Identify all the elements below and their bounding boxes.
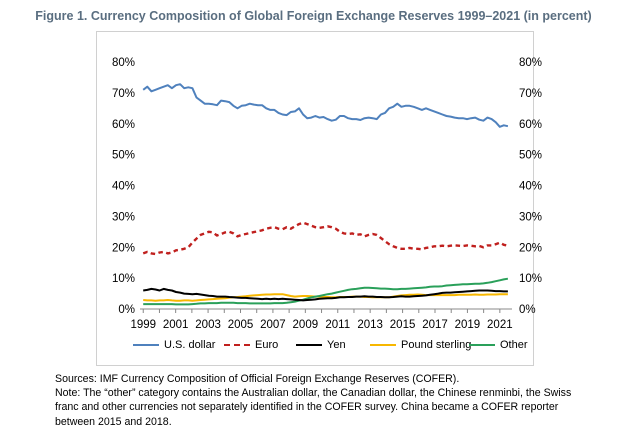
footnote-note-line-2: franc and other currencies not separatel… [55,401,559,414]
x-tick-label: 2007 [260,319,286,331]
chart-axes: 0% 10% 20% 30% 40% 50% 60% 70% 80% 0% 10% 20% 30% 40%… [112,57,542,331]
footnote-note-line-1: Note: The “other” category contains the … [55,387,572,400]
x-tick-label: 2019 [455,319,481,331]
legend-label: U.S. dollar [164,339,216,351]
legend-item-u-s-dollar: U.S. dollar [133,338,215,352]
chart-frame [96,31,534,366]
figure-title: Figure 1. Currency Composition of Global… [35,9,592,23]
legend-item-yen: Yen [296,338,346,352]
x-tick-label: 1999 [130,319,156,331]
legend-swatch [224,344,250,346]
series-line-pound-sterling [143,293,508,302]
y-tick-label-left: 60% [112,119,135,131]
y-tick-label-right: 60% [519,119,542,131]
series-line-euro [142,221,509,256]
y-tick-label-left: 30% [112,211,135,223]
x-tick-label: 2011 [325,319,350,331]
y-tick-label-left: 70% [112,88,135,100]
legend-item-other: Other [469,338,528,352]
x-tick-label: 2021 [487,319,513,331]
series-line-other [143,277,509,306]
y-tick-label-left: 10% [112,273,135,285]
footnote-note-line-3: between 2015 and 2018. [55,415,172,428]
x-tick-label: 2001 [163,319,189,331]
legend-item-euro: Euro [224,338,278,352]
y-tick-label-right: 0% [519,304,536,316]
x-tick-label: 2013 [357,319,383,331]
legend-label: Pound sterling [401,339,472,351]
y-tick-label-right: 10% [519,273,542,285]
legend-swatch [469,344,495,346]
legend-label: Euro [255,339,279,351]
y-tick-label-left: 40% [112,181,135,193]
y-tick-label-right: 30% [519,211,542,223]
x-tick-label: 2015 [390,319,416,331]
x-tick-label: 2009 [293,319,319,331]
chart-series [142,83,509,306]
y-tick-label-left: 80% [112,57,135,69]
legend-label: Other [500,339,528,351]
x-tick-label: 2003 [195,319,221,331]
legend-swatch [370,344,396,346]
y-tick-label-right: 70% [519,88,542,100]
y-tick-label-right: 80% [519,57,542,69]
y-tick-label-right: 20% [519,242,542,254]
legend-swatch [133,344,159,346]
series-line-u-s-dollar [142,83,509,128]
legend-swatch [296,344,322,346]
x-tick-label: 2005 [228,319,254,331]
legend-item-pound-sterling: Pound sterling [370,338,471,352]
y-tick-label-left: 20% [112,242,135,254]
footnote-sources: Sources: IMF Currency Composition of Off… [55,373,460,385]
legend-label: Yen [327,339,346,351]
series-line-yen [143,287,508,302]
y-tick-label-left: 50% [112,150,135,162]
footnote: Sources: IMF Currency Composition of Off… [55,372,615,429]
y-tick-label-right: 50% [519,150,542,162]
x-tick-label: 2017 [422,319,448,331]
y-tick-label-right: 40% [519,181,542,193]
y-tick-label-left: 0% [118,304,135,316]
